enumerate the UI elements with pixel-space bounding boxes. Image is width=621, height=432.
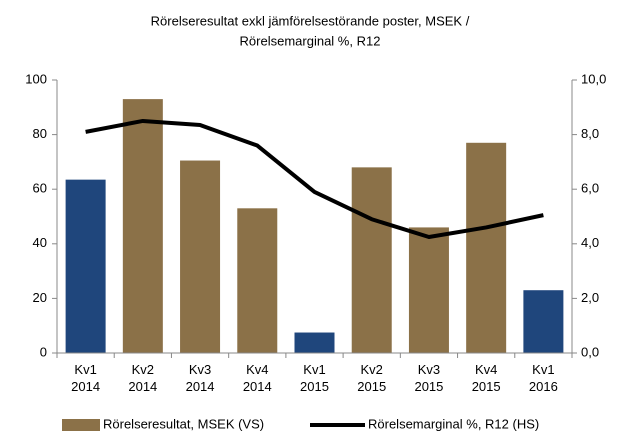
x-tick-label: Kv1 2014 [71, 362, 100, 394]
y-tick-label: 60 [33, 181, 47, 196]
legend-label: Rörelseresultat, MSEK (VS) [103, 416, 264, 431]
x-tick-label: Kv4 2014 [243, 362, 272, 394]
bar [122, 99, 163, 353]
bar [351, 167, 392, 353]
y-tick-label: 20 [33, 290, 47, 305]
y-tick-label: 0 [40, 344, 47, 359]
line [85, 118, 544, 239]
y-tick-label: 100 [25, 71, 47, 86]
legend-label: Rörelsemarginal %, R12 (HS) [368, 416, 539, 431]
y-tick-label: 40 [33, 235, 47, 250]
bar [237, 208, 278, 353]
bar [408, 227, 449, 353]
bar [65, 179, 106, 353]
chart-title: Rörelseresultat exkl jämförelsestörande … [151, 13, 470, 28]
y-tick-label: 80 [33, 126, 47, 141]
x-tick-label: Kv2 2015 [357, 362, 386, 394]
chart-title: Rörelsemarginal %, R12 [240, 33, 381, 48]
bar [523, 290, 564, 353]
x-tick-label: Kv4 2015 [472, 362, 501, 394]
legend-swatch [62, 419, 100, 431]
x-tick-label: Kv3 2015 [414, 362, 443, 394]
bar [294, 332, 335, 353]
x-tick-label: Kv3 2014 [186, 362, 215, 394]
y2-tick-label: 6,0 [581, 181, 599, 196]
y2-tick-label: 2,0 [581, 290, 599, 305]
bar [180, 160, 221, 353]
y2-tick-label: 10,0 [581, 71, 606, 86]
bar [466, 142, 507, 353]
y2-tick-label: 4,0 [581, 235, 599, 250]
y2-tick-label: 0,0 [581, 344, 599, 359]
x-tick-label: Kv1 2015 [300, 362, 329, 394]
y2-tick-label: 8,0 [581, 126, 599, 141]
x-tick-label: Kv2 2014 [128, 362, 157, 394]
x-tick-label: Kv1 2016 [529, 362, 558, 394]
